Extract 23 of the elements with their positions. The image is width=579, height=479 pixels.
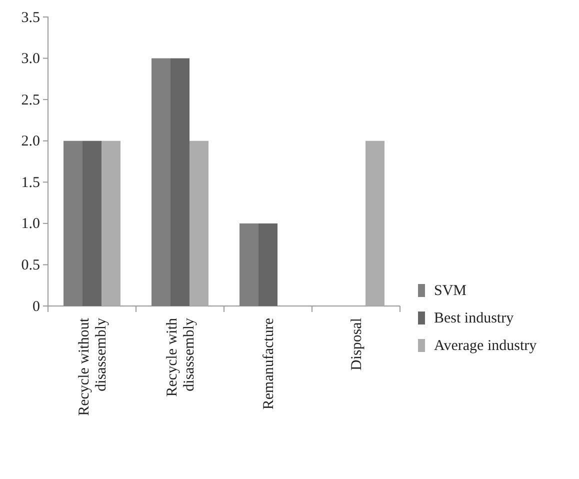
legend-label: Average industry (434, 338, 538, 354)
bar (82, 140, 102, 306)
bar (102, 140, 120, 306)
x-tick-label: Recycle without disassembly (76, 317, 110, 416)
y-tick-label: 2.0 (21, 134, 40, 150)
y-tick-label: 3.0 (21, 51, 40, 68)
bar (240, 223, 258, 306)
bar (366, 140, 384, 306)
y-tick-label: 0.5 (21, 258, 40, 274)
bar (64, 140, 82, 306)
y-tick-label: 2.5 (21, 92, 40, 108)
x-tick-label: Disposal (349, 318, 365, 370)
y-tick-label: 3.5 (21, 10, 40, 26)
bar (190, 140, 208, 306)
bar (152, 58, 170, 306)
x-tick-label: Remanufacture (261, 318, 277, 410)
legend-label: SVM (434, 283, 467, 299)
bar (258, 223, 278, 306)
y-tick-label: 0 (32, 298, 40, 315)
y-tick-label: 1.5 (21, 174, 40, 191)
legend-label: Best industry (434, 310, 514, 326)
bar (170, 58, 190, 306)
y-tick-label: 1.0 (21, 216, 40, 232)
